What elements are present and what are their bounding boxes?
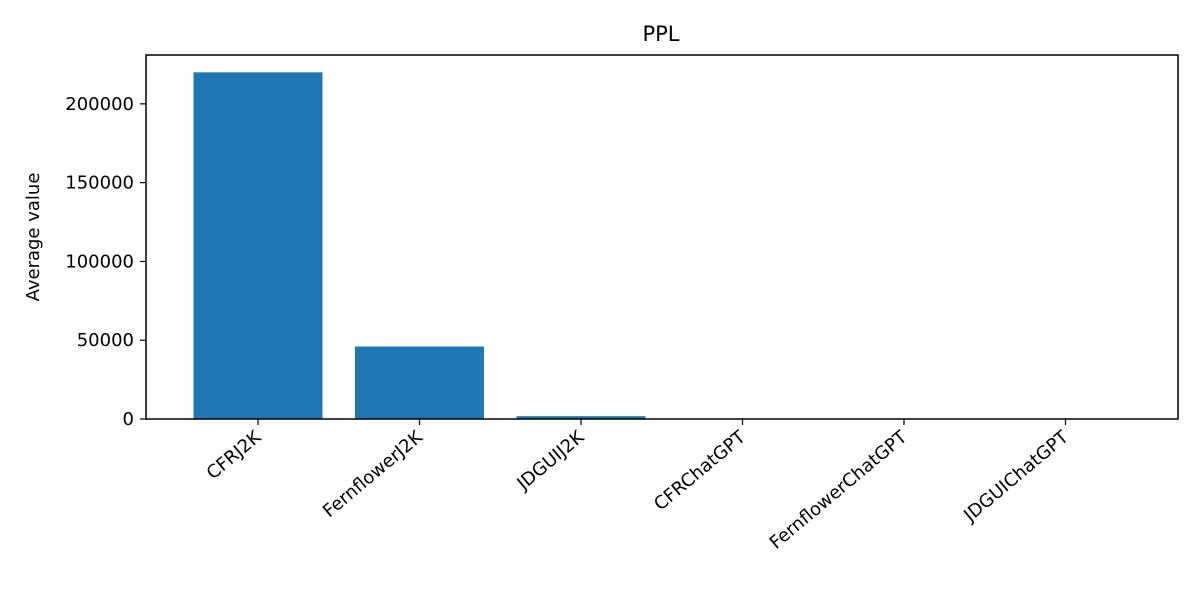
plot-frame bbox=[145, 54, 1179, 420]
bar-CFRJ2K bbox=[193, 72, 323, 419]
y-tick-label: 50000 bbox=[77, 330, 134, 351]
y-tick-label: 150000 bbox=[65, 173, 134, 194]
y-axis-label: Average value bbox=[23, 173, 44, 302]
y-ticks-group: 0 50000 100000 150000 200000 bbox=[65, 94, 146, 430]
x-ticks-group: CFRJ2K FernflowerJ2K JDGUIJ2K CFRChatGPT Fer… bbox=[203, 419, 1073, 554]
bar-FernflowerJ2K bbox=[355, 346, 484, 419]
y-tick-label: 0 bbox=[123, 409, 134, 430]
x-tick-label: JDGUIJ2K bbox=[513, 426, 590, 495]
x-tick-label: CFRChatGPT bbox=[650, 426, 750, 515]
x-tick-label: CFRJ2K bbox=[203, 426, 266, 484]
bar-JDGUIJ2K bbox=[516, 416, 646, 419]
y-tick-label: 100000 bbox=[65, 251, 134, 272]
x-tick-label: FernflowerChatGPT bbox=[766, 426, 912, 554]
x-tick-label: FernflowerJ2K bbox=[319, 426, 428, 522]
y-tick-label: 200000 bbox=[65, 94, 134, 115]
bars-group bbox=[193, 72, 1130, 419]
x-tick-label: JDGUIChatGPT bbox=[959, 426, 1073, 527]
chart-title: PPL bbox=[642, 22, 679, 46]
